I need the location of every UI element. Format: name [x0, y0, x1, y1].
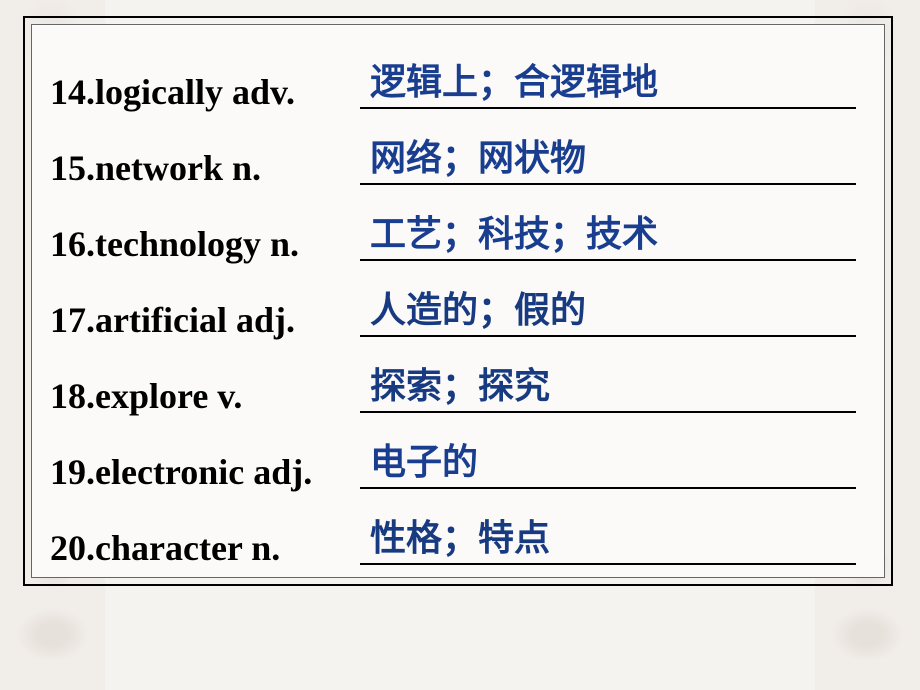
- definition-underline: 探索；探究: [360, 353, 856, 413]
- definition-underline: 网络；网状物: [360, 125, 856, 185]
- term-label: 19.electronic adj.: [50, 453, 360, 499]
- definition-text: 探索；探究: [370, 357, 550, 409]
- vocab-row: 17.artificial adj. 人造的；假的: [50, 271, 856, 347]
- vocab-row: 14.logically adv. 逻辑上；合逻辑地: [50, 43, 856, 119]
- vocab-row: 16.technology n. 工艺；科技；技术: [50, 195, 856, 271]
- definition-text: 电子的: [370, 433, 478, 485]
- definition-underline: 逻辑上；合逻辑地: [360, 49, 856, 109]
- vocab-row: 19.electronic adj. 电子的: [50, 423, 856, 499]
- definition-underline: 人造的；假的: [360, 277, 856, 337]
- definition-text: 人造的；假的: [370, 281, 586, 333]
- definition-text: 工艺；科技；技术: [370, 205, 658, 257]
- term-label: 17.artificial adj.: [50, 301, 360, 347]
- vocab-row: 15.network n. 网络；网状物: [50, 119, 856, 195]
- term-label: 18.explore v.: [50, 377, 360, 423]
- vocab-row: 20.character n. 性格；特点: [50, 499, 856, 575]
- definition-underline: 工艺；科技；技术: [360, 201, 856, 261]
- definition-text: 逻辑上；合逻辑地: [370, 53, 658, 105]
- term-label: 20.character n.: [50, 529, 360, 575]
- term-label: 14.logically adv.: [50, 73, 360, 119]
- definition-underline: 电子的: [360, 429, 856, 489]
- definition-text: 性格；特点: [370, 509, 550, 561]
- vocab-row: 18.explore v. 探索；探究: [50, 347, 856, 423]
- term-label: 15.network n.: [50, 149, 360, 195]
- slide-outer-frame: 14.logically adv. 逻辑上；合逻辑地 15.network n.…: [23, 16, 893, 586]
- term-label: 16.technology n.: [50, 225, 360, 271]
- slide-inner-frame: 14.logically adv. 逻辑上；合逻辑地 15.network n.…: [31, 24, 885, 578]
- definition-text: 网络；网状物: [370, 129, 586, 181]
- definition-underline: 性格；特点: [360, 505, 856, 565]
